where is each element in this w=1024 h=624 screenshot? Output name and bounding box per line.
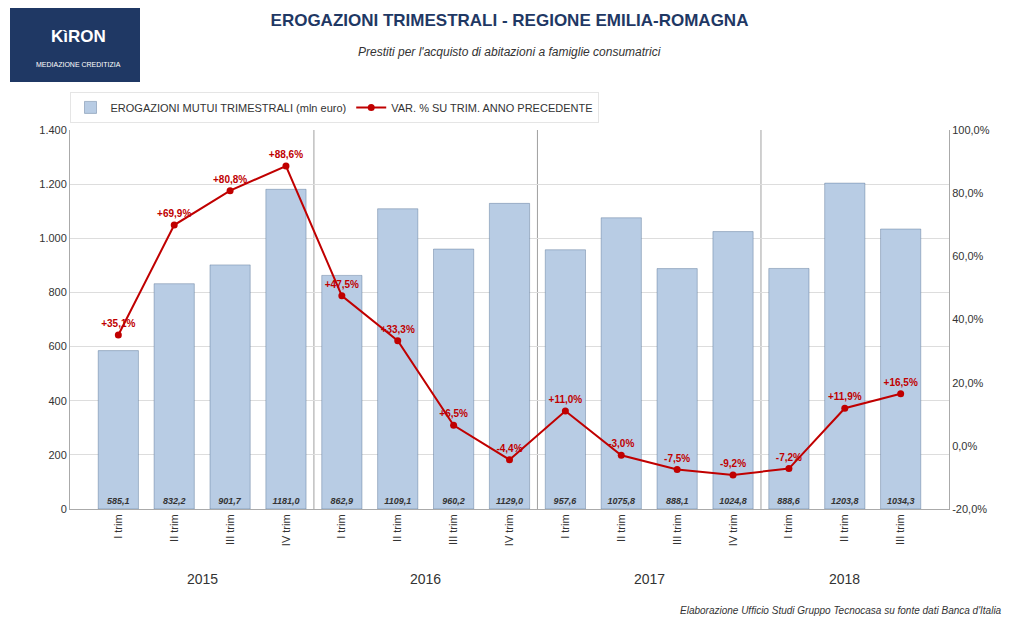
svg-text:Prestiti per l'acquisto di abi: Prestiti per l'acquisto di abitazioni a … — [358, 45, 661, 59]
svg-text:EROGAZIONI TRIMESTRALI - REGIO: EROGAZIONI TRIMESTRALI - REGIONE EMILIA-… — [271, 11, 749, 30]
svg-text:II trim: II trim — [391, 514, 403, 542]
svg-text:80,0%: 80,0% — [952, 187, 983, 199]
svg-text:1.000: 1.000 — [39, 232, 67, 244]
svg-text:+11,9%: +11,9% — [828, 391, 862, 402]
svg-text:IV trim: IV trim — [727, 514, 739, 546]
svg-text:II trim: II trim — [168, 514, 180, 542]
svg-text:0: 0 — [61, 503, 67, 515]
svg-text:600: 600 — [48, 340, 66, 352]
svg-text:1203,8: 1203,8 — [831, 496, 859, 506]
svg-text:III trim: III trim — [447, 514, 459, 545]
svg-text:III trim: III trim — [671, 514, 683, 545]
svg-text:+69,9%: +69,9% — [157, 208, 191, 219]
svg-text:40,0%: 40,0% — [952, 313, 983, 325]
svg-text:+80,8%: +80,8% — [213, 174, 247, 185]
svg-text:II trim: II trim — [615, 514, 627, 542]
svg-text:EROGAZIONI MUTUI TRIMESTRALI (: EROGAZIONI MUTUI TRIMESTRALI (mln euro) — [111, 102, 347, 114]
svg-text:+33,3%: +33,3% — [381, 324, 415, 335]
svg-text:Elaborazione Ufficio Studi Gru: Elaborazione Ufficio Studi Gruppo Tecnoc… — [680, 605, 1002, 616]
svg-text:2018: 2018 — [829, 571, 860, 587]
svg-text:IV trim: IV trim — [503, 514, 515, 546]
svg-text:-7,2%: -7,2% — [776, 452, 802, 463]
svg-text:-7,5%: -7,5% — [664, 453, 690, 464]
svg-text:888,1: 888,1 — [666, 496, 689, 506]
svg-text:2016: 2016 — [410, 571, 441, 587]
svg-text:III trim: III trim — [894, 514, 906, 545]
svg-text:0,0%: 0,0% — [952, 440, 977, 452]
svg-text:1.200: 1.200 — [39, 178, 67, 190]
svg-text:-20,0%: -20,0% — [952, 503, 987, 515]
svg-text:960,2: 960,2 — [442, 496, 465, 506]
svg-text:I trim: I trim — [782, 514, 794, 538]
svg-text:MEDIAZIONE CREDITIZIA: MEDIAZIONE CREDITIZIA — [36, 61, 121, 68]
svg-text:+88,6%: +88,6% — [269, 149, 303, 160]
svg-text:I trim: I trim — [335, 514, 347, 538]
svg-text:800: 800 — [48, 286, 66, 298]
svg-text:1034,3: 1034,3 — [887, 496, 915, 506]
svg-text:I trim: I trim — [112, 514, 124, 538]
svg-text:+6,5%: +6,5% — [439, 408, 468, 419]
svg-text:+47,5%: +47,5% — [325, 279, 359, 290]
svg-text:901,7: 901,7 — [218, 496, 242, 506]
svg-text:+16,5%: +16,5% — [884, 377, 918, 388]
svg-text:VAR. % SU TRIM. ANNO PRECEDENT: VAR. % SU TRIM. ANNO PRECEDENTE — [391, 102, 592, 114]
svg-text:100,0%: 100,0% — [952, 124, 990, 136]
svg-text:400: 400 — [48, 395, 66, 407]
svg-text:1024,8: 1024,8 — [719, 496, 747, 506]
svg-text:888,6: 888,6 — [777, 496, 801, 506]
svg-text:-3,0%: -3,0% — [608, 438, 634, 449]
svg-text:957,6: 957,6 — [554, 496, 578, 506]
svg-text:862,9: 862,9 — [331, 496, 354, 506]
svg-text:-9,2%: -9,2% — [720, 458, 746, 469]
svg-text:200: 200 — [48, 449, 66, 461]
svg-text:60,0%: 60,0% — [952, 250, 983, 262]
svg-text:II trim: II trim — [838, 514, 850, 542]
svg-text:2017: 2017 — [634, 571, 665, 587]
svg-text:832,2: 832,2 — [163, 496, 186, 506]
svg-text:-4,4%: -4,4% — [496, 443, 522, 454]
svg-text:+11,0%: +11,0% — [549, 394, 583, 405]
svg-text:2015: 2015 — [187, 571, 218, 587]
svg-text:1129,0: 1129,0 — [496, 496, 523, 506]
svg-text:1075,8: 1075,8 — [607, 496, 635, 506]
svg-text:III trim: III trim — [224, 514, 236, 545]
svg-text:+35,1%: +35,1% — [101, 318, 135, 329]
svg-text:1.400: 1.400 — [39, 124, 67, 136]
svg-text:20,0%: 20,0% — [952, 377, 983, 389]
svg-text:KìRON: KìRON — [51, 27, 106, 46]
svg-text:IV trim: IV trim — [280, 514, 292, 546]
svg-text:1109,1: 1109,1 — [384, 496, 411, 506]
svg-text:585,1: 585,1 — [107, 496, 130, 506]
svg-text:I trim: I trim — [559, 514, 571, 538]
svg-text:1181,0: 1181,0 — [273, 496, 300, 506]
